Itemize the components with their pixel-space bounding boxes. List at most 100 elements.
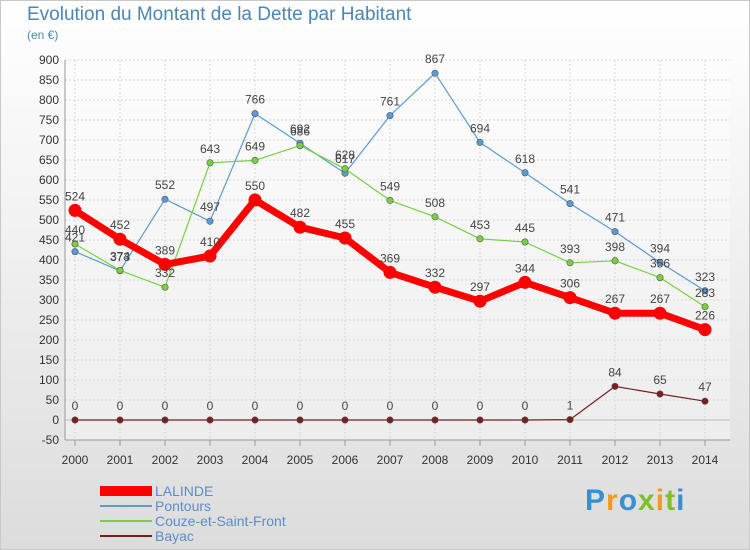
data-point bbox=[608, 306, 622, 320]
data-point bbox=[386, 112, 394, 120]
data-point bbox=[563, 291, 577, 305]
data-point bbox=[158, 257, 172, 271]
data-label: 0 bbox=[117, 399, 124, 413]
data-label: 552 bbox=[155, 178, 175, 192]
data-point bbox=[701, 303, 709, 311]
data-point bbox=[206, 217, 214, 225]
chart-subtitle: (en €) bbox=[27, 28, 59, 42]
chart-title: Evolution du Montant de la Dette par Hab… bbox=[27, 4, 412, 25]
data-point bbox=[521, 416, 529, 424]
data-point bbox=[338, 231, 352, 245]
data-point bbox=[71, 416, 79, 424]
x-tick-label: 2008 bbox=[422, 453, 449, 467]
data-label: 332 bbox=[425, 266, 445, 280]
y-tick-label: 0 bbox=[52, 413, 59, 427]
y-tick-label: 850 bbox=[39, 73, 59, 87]
data-point bbox=[293, 220, 307, 234]
data-label: 649 bbox=[245, 139, 265, 153]
data-label: 508 bbox=[425, 196, 445, 210]
data-point bbox=[296, 142, 304, 150]
data-point bbox=[431, 416, 439, 424]
legend-swatch bbox=[100, 520, 152, 522]
data-label: 374 bbox=[110, 249, 130, 263]
data-point bbox=[521, 238, 529, 246]
data-label: 628 bbox=[335, 148, 355, 162]
y-tick-label: 350 bbox=[39, 273, 59, 287]
data-label: 226 bbox=[695, 309, 715, 323]
data-label: 766 bbox=[245, 93, 265, 107]
data-label: 440 bbox=[65, 223, 85, 237]
data-label: 455 bbox=[335, 217, 355, 231]
data-label: 0 bbox=[387, 399, 394, 413]
x-tick-label: 2004 bbox=[242, 453, 269, 467]
data-point bbox=[383, 265, 397, 279]
data-label: 344 bbox=[515, 261, 535, 275]
y-tick-label: 50 bbox=[46, 393, 60, 407]
data-label: 0 bbox=[432, 399, 439, 413]
data-label: 369 bbox=[380, 251, 400, 265]
data-label: 692 bbox=[290, 122, 310, 136]
data-point bbox=[473, 294, 487, 308]
data-point bbox=[611, 228, 619, 236]
data-point bbox=[656, 390, 664, 398]
data-label: 0 bbox=[342, 399, 349, 413]
legend-label: Couze-et-Saint-Front bbox=[155, 513, 286, 529]
data-label: 84 bbox=[608, 365, 622, 379]
data-point bbox=[386, 196, 394, 204]
data-label: 0 bbox=[477, 399, 484, 413]
data-point bbox=[566, 200, 574, 208]
data-point bbox=[428, 280, 442, 294]
x-tick-label: 2014 bbox=[692, 453, 719, 467]
data-point bbox=[476, 235, 484, 243]
data-label: 373 bbox=[110, 250, 130, 264]
data-point bbox=[656, 258, 664, 266]
data-point bbox=[611, 257, 619, 265]
data-point bbox=[701, 397, 709, 405]
x-tick-label: 2005 bbox=[287, 453, 314, 467]
data-point bbox=[113, 232, 127, 246]
data-label: 0 bbox=[522, 399, 529, 413]
y-tick-label: -50 bbox=[42, 433, 60, 447]
data-label: 389 bbox=[155, 243, 175, 257]
data-point bbox=[431, 213, 439, 221]
data-point bbox=[653, 306, 667, 320]
data-point bbox=[698, 323, 712, 337]
data-label: 453 bbox=[470, 218, 490, 232]
data-point bbox=[341, 416, 349, 424]
data-point bbox=[161, 416, 169, 424]
y-tick-label: 300 bbox=[39, 293, 59, 307]
x-tick-label: 2010 bbox=[512, 453, 539, 467]
data-label: 47 bbox=[698, 380, 712, 394]
data-label: 0 bbox=[72, 399, 79, 413]
data-label: 393 bbox=[560, 242, 580, 256]
data-label: 482 bbox=[290, 206, 310, 220]
data-label: 65 bbox=[653, 373, 667, 387]
legend-swatch bbox=[100, 505, 152, 507]
y-tick-label: 550 bbox=[39, 193, 59, 207]
data-point bbox=[203, 249, 217, 263]
data-point bbox=[518, 275, 532, 289]
data-label: 618 bbox=[515, 152, 535, 166]
y-tick-label: 650 bbox=[39, 153, 59, 167]
data-label: 445 bbox=[515, 221, 535, 235]
y-tick-label: 700 bbox=[39, 133, 59, 147]
data-point bbox=[161, 283, 169, 291]
data-label: 410 bbox=[200, 235, 220, 249]
data-label: 452 bbox=[110, 218, 130, 232]
data-label: 497 bbox=[200, 200, 220, 214]
data-label: 524 bbox=[65, 189, 85, 203]
data-point bbox=[68, 203, 82, 217]
data-label: 643 bbox=[200, 142, 220, 156]
legend-swatch bbox=[100, 535, 152, 537]
data-point bbox=[431, 69, 439, 77]
brand-logo: Proxiti bbox=[585, 484, 686, 517]
data-label: 356 bbox=[650, 257, 670, 271]
data-point bbox=[386, 416, 394, 424]
data-point bbox=[206, 416, 214, 424]
y-tick-label: 750 bbox=[39, 113, 59, 127]
x-tick-label: 2001 bbox=[107, 453, 134, 467]
y-tick-label: 500 bbox=[39, 213, 59, 227]
data-point bbox=[251, 416, 259, 424]
data-label: 1 bbox=[567, 399, 574, 413]
